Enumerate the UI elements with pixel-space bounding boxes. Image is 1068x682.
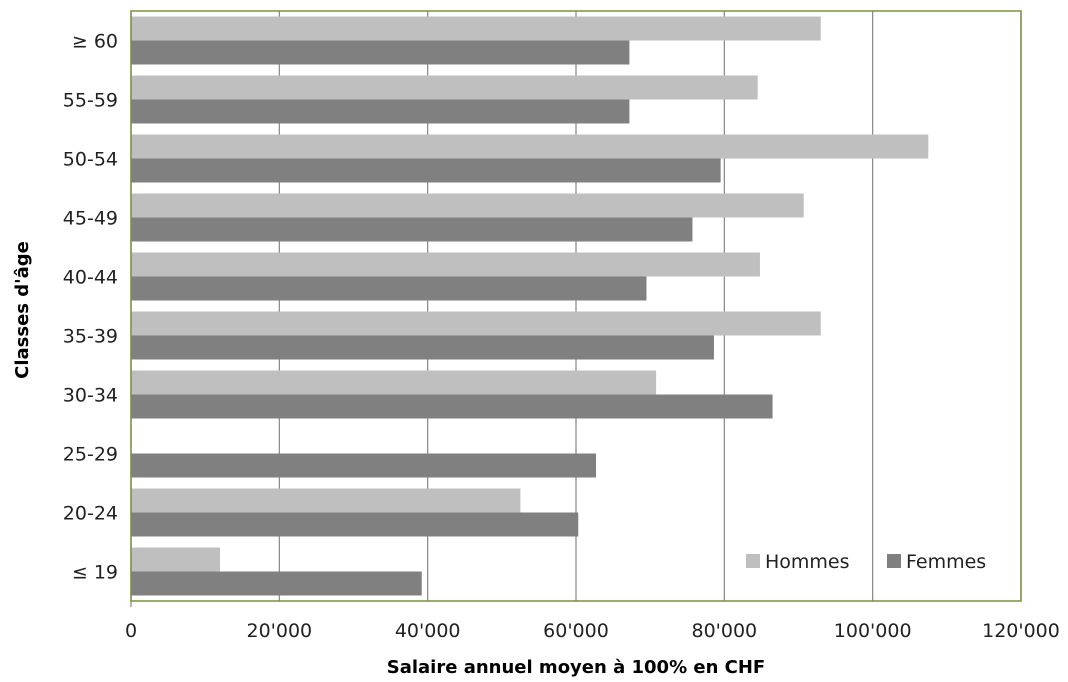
- bar-hommes-4: [131, 252, 760, 277]
- y-tick-label: 35-39: [63, 326, 118, 348]
- x-tick-label: 100'000: [834, 620, 912, 642]
- y-tick-label: 20-24: [63, 503, 118, 525]
- legend-label-hommes: Hommes: [765, 551, 850, 573]
- bar-hommes-6: [131, 370, 657, 395]
- y-tick-label: ≤ 19: [72, 562, 118, 584]
- bar-hommes-8: [131, 488, 521, 513]
- y-tick-labels: ≥ 60 55-59 50-54 45-49 40-44 35-39 30-34 25-29 2…: [63, 31, 118, 584]
- bar-femmes-4: [131, 276, 647, 301]
- y-tick-label: 40-44: [63, 267, 118, 289]
- bars: [131, 16, 929, 596]
- bar-femmes-5: [131, 335, 714, 360]
- x-tick-label: 80'000: [691, 620, 757, 642]
- bar-hommes-1: [131, 75, 758, 100]
- x-tick-label: 20'000: [246, 620, 312, 642]
- x-tick-label: 120'000: [982, 620, 1060, 642]
- bar-hommes-9: [131, 547, 220, 572]
- bar-hommes-0: [131, 16, 821, 41]
- x-tick-label: 60'000: [543, 620, 609, 642]
- y-tick-label: 25-29: [63, 444, 118, 466]
- y-tick-label: 55-59: [63, 90, 118, 112]
- bar-hommes-5: [131, 311, 821, 336]
- legend: Hommes Femmes: [746, 551, 986, 573]
- bar-femmes-8: [131, 512, 579, 537]
- y-tick-label: 45-49: [63, 208, 118, 230]
- bar-femmes-7: [131, 453, 597, 478]
- x-tick-label: 40'000: [395, 620, 461, 642]
- bar-femmes-9: [131, 571, 422, 596]
- y-tick-label: 30-34: [63, 385, 118, 407]
- legend-swatch-femmes: [887, 554, 901, 568]
- bar-hommes-2: [131, 134, 929, 159]
- y-axis-title: Classes d'âge: [12, 241, 33, 379]
- plot-border: [130, 10, 1022, 602]
- y-tick-label: ≥ 60: [72, 31, 118, 53]
- x-axis-title: Salaire annuel moyen à 100% en CHF: [387, 657, 765, 678]
- x-tick-label: 0: [125, 620, 137, 642]
- bar-femmes-6: [131, 394, 773, 419]
- legend-swatch-hommes: [746, 554, 760, 568]
- bar-hommes-3: [131, 193, 804, 218]
- bar-femmes-1: [131, 99, 630, 124]
- legend-label-femmes: Femmes: [906, 551, 986, 573]
- bar-femmes-2: [131, 158, 721, 183]
- x-tick-labels: 0 20'000 40'000 60'000 80'000 100'000 120'000: [125, 620, 1060, 642]
- y-tick-label: 50-54: [63, 149, 118, 171]
- bar-femmes-0: [131, 40, 630, 65]
- bar-femmes-3: [131, 217, 693, 242]
